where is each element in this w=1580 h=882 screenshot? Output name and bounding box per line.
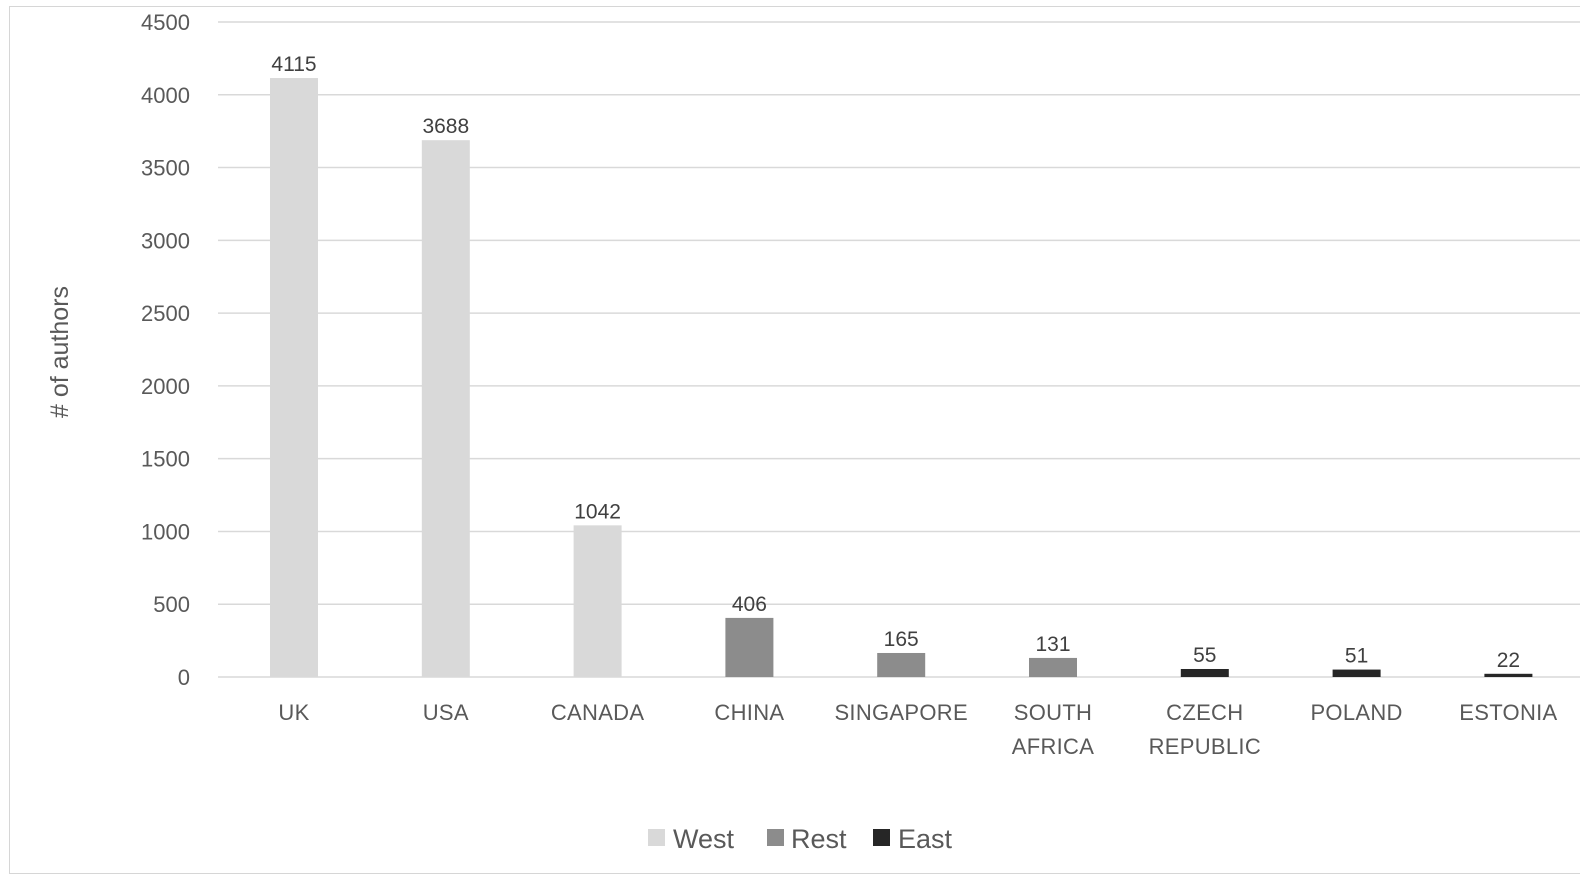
bar — [1180, 668, 1229, 677]
y-tick-label: 3000 — [141, 228, 190, 253]
legend-label: East — [898, 824, 953, 854]
data-label: 55 — [1193, 644, 1216, 667]
y-axis-title: # of authors — [46, 286, 74, 418]
data-label: 165 — [884, 628, 919, 651]
bar — [1029, 657, 1077, 677]
y-tick-label: 1000 — [141, 519, 190, 544]
x-category-label: CHINA — [714, 700, 784, 725]
bar — [1332, 669, 1381, 677]
y-tick-label: 2000 — [141, 374, 190, 399]
data-label: 4115 — [271, 53, 316, 76]
bar — [1484, 673, 1533, 677]
data-labels: 4115 3688 1042 406 165 131 55 51 22 — [271, 53, 1520, 672]
y-tick-label: 4000 — [141, 83, 190, 108]
data-label: 131 — [1035, 633, 1070, 656]
x-category-label: ESTONIA — [1459, 700, 1557, 725]
legend-label: West — [673, 824, 735, 854]
x-category-label: UK — [278, 700, 309, 725]
bar — [573, 525, 622, 677]
y-tick-label: 1500 — [141, 447, 190, 472]
y-tick-label: 2500 — [141, 301, 190, 326]
y-tick-label: 3500 — [141, 156, 190, 181]
x-category-label: AFRICA — [1012, 734, 1095, 759]
legend-item-west: West — [648, 824, 735, 854]
x-category-label: USA — [423, 700, 469, 725]
x-category-label: REPUBLIC — [1149, 734, 1261, 759]
bar — [877, 652, 926, 677]
legend-swatch — [767, 829, 784, 846]
x-category-label: CZECH — [1166, 700, 1243, 725]
y-tick-label: 4500 — [141, 10, 190, 35]
data-label: 22 — [1497, 649, 1520, 672]
y-tick-label: 500 — [153, 592, 190, 617]
legend-swatch — [648, 829, 665, 846]
x-axis-labels: UK USA CANADA CHINA SINGAPORE SOUTH AFRICA CZEC… — [278, 700, 1557, 759]
bar — [270, 78, 318, 678]
x-category-label: SINGAPORE — [834, 700, 968, 725]
legend-item-east: East — [873, 824, 953, 854]
chart-frame — [9, 6, 1580, 874]
x-category-label: POLAND — [1310, 700, 1402, 725]
data-label: 3688 — [422, 115, 469, 138]
x-category-label: CANADA — [551, 700, 645, 725]
data-label: 51 — [1345, 645, 1368, 668]
x-category-label: SOUTH — [1014, 700, 1093, 725]
legend-item-rest: Rest — [767, 824, 847, 854]
y-tick-label: 0 — [178, 665, 190, 690]
legend-swatch — [873, 829, 890, 846]
bar — [421, 140, 470, 678]
data-label: 406 — [732, 593, 767, 616]
data-label: 1042 — [574, 500, 621, 523]
bar — [725, 617, 774, 677]
legend-label: Rest — [791, 824, 847, 854]
y-axis-ticks: 0 500 1000 1500 2000 2500 3000 3500 4000 4500 — [141, 10, 190, 690]
legend: West Rest East — [648, 824, 953, 854]
bars — [270, 78, 1533, 678]
